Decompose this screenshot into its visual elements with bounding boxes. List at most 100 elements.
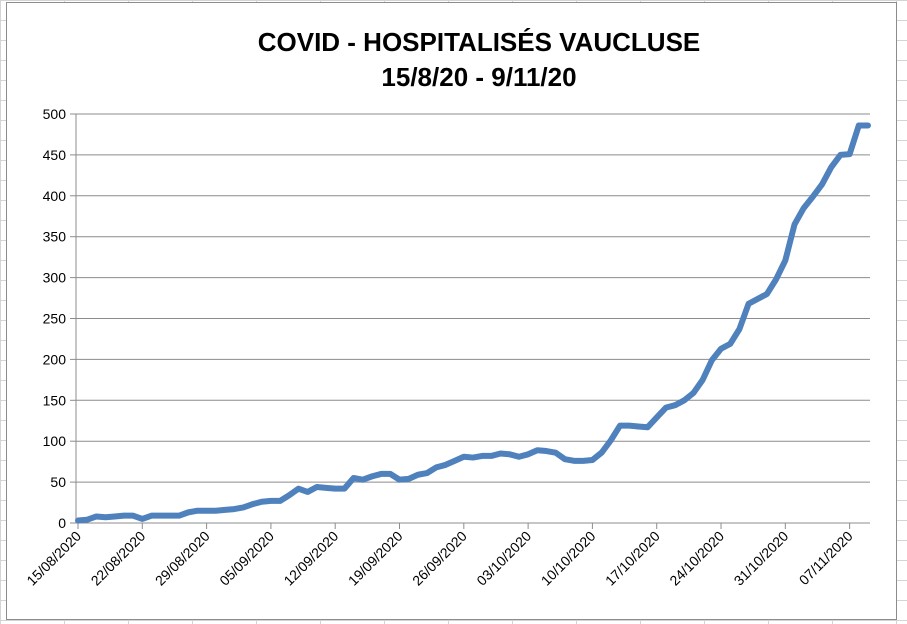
data-point bbox=[75, 518, 81, 524]
data-point bbox=[792, 221, 798, 227]
x-tick-label: 29/08/2020 bbox=[152, 528, 213, 589]
data-point bbox=[442, 462, 448, 468]
data-point bbox=[746, 301, 752, 307]
data-point bbox=[672, 402, 678, 408]
data-point bbox=[479, 453, 485, 459]
x-tick-label: 12/09/2020 bbox=[280, 528, 341, 589]
data-point bbox=[700, 377, 706, 383]
data-point bbox=[84, 517, 90, 523]
data-point bbox=[718, 346, 724, 352]
data-point bbox=[378, 471, 384, 477]
data-point bbox=[580, 458, 586, 464]
data-point bbox=[810, 194, 816, 200]
x-tick-label: 05/09/2020 bbox=[216, 528, 277, 589]
data-point bbox=[663, 405, 669, 411]
data-point bbox=[543, 448, 549, 454]
x-tick-label: 31/10/2020 bbox=[731, 528, 792, 589]
axes bbox=[75, 114, 870, 529]
data-point bbox=[406, 476, 412, 482]
data-point bbox=[121, 513, 127, 519]
y-tick-label: 100 bbox=[43, 433, 67, 449]
data-point bbox=[599, 450, 605, 456]
chart-title: COVID - HOSPITALISÉS VAUCLUSE bbox=[258, 27, 701, 57]
data-point bbox=[856, 122, 862, 128]
data-point bbox=[690, 390, 696, 396]
data-point bbox=[626, 423, 632, 429]
data-point bbox=[828, 164, 834, 170]
y-tick-label: 350 bbox=[43, 229, 67, 245]
plot-area[interactable] bbox=[75, 122, 871, 524]
data-point bbox=[194, 508, 200, 514]
data-point bbox=[681, 397, 687, 403]
data-point bbox=[865, 122, 871, 128]
data-point bbox=[387, 471, 393, 477]
data-point bbox=[103, 514, 109, 520]
data-point bbox=[305, 489, 311, 495]
y-tick-label: 0 bbox=[58, 515, 66, 531]
chart-subtitle: 15/8/20 - 9/11/20 bbox=[381, 62, 576, 92]
data-point bbox=[571, 458, 577, 464]
series-line-hospitalises[interactable] bbox=[75, 122, 871, 524]
data-point bbox=[167, 513, 173, 519]
data-point bbox=[369, 473, 375, 479]
data-point bbox=[608, 437, 614, 443]
y-gridlines bbox=[70, 113, 870, 524]
y-tick-label: 400 bbox=[43, 188, 67, 204]
data-point bbox=[562, 456, 568, 462]
data-point bbox=[553, 450, 559, 456]
x-tick-label: 15/08/2020 bbox=[23, 528, 84, 589]
data-point bbox=[277, 498, 283, 504]
data-point bbox=[654, 414, 660, 420]
data-point bbox=[139, 516, 145, 522]
data-point bbox=[801, 205, 807, 211]
data-point bbox=[727, 341, 733, 347]
data-point bbox=[93, 513, 99, 519]
data-point bbox=[534, 447, 540, 453]
data-point bbox=[589, 457, 595, 463]
data-point bbox=[645, 424, 651, 430]
data-point bbox=[213, 508, 219, 514]
y-tick-label: 200 bbox=[43, 351, 67, 367]
y-tick-label: 250 bbox=[43, 311, 67, 327]
data-point bbox=[516, 454, 522, 460]
x-tick-label: 24/10/2020 bbox=[666, 528, 727, 589]
data-point bbox=[286, 492, 292, 498]
data-point bbox=[635, 423, 641, 429]
data-point bbox=[112, 513, 118, 519]
data-point bbox=[782, 257, 788, 263]
data-point bbox=[736, 326, 742, 332]
data-point bbox=[176, 513, 182, 519]
data-point bbox=[360, 477, 366, 483]
data-point bbox=[837, 152, 843, 158]
data-point bbox=[158, 513, 164, 519]
x-tick-label: 19/09/2020 bbox=[345, 528, 406, 589]
data-point bbox=[488, 453, 494, 459]
x-tick-label: 07/11/2020 bbox=[796, 528, 856, 588]
data-point bbox=[507, 451, 513, 457]
y-tick-label: 500 bbox=[43, 106, 67, 122]
data-point bbox=[351, 475, 357, 481]
data-point bbox=[617, 423, 623, 429]
y-tick-label: 450 bbox=[43, 147, 67, 163]
data-point bbox=[148, 513, 154, 519]
x-tick-label: 17/10/2020 bbox=[602, 528, 663, 589]
data-point bbox=[415, 472, 421, 478]
x-tick-label: 03/10/2020 bbox=[473, 528, 534, 589]
x-tick-label: 22/08/2020 bbox=[88, 528, 149, 589]
data-point bbox=[397, 477, 403, 483]
y-tick-label: 150 bbox=[43, 392, 67, 408]
data-point bbox=[332, 486, 338, 492]
data-point bbox=[314, 484, 320, 490]
data-point bbox=[847, 151, 853, 157]
data-point bbox=[130, 513, 136, 519]
data-point bbox=[185, 509, 191, 515]
data-point bbox=[498, 450, 504, 456]
x-axis-tick-labels: 15/08/2020 22/08/2020 29/08/2020 05/09/2020… bbox=[23, 528, 856, 589]
data-point bbox=[461, 454, 467, 460]
data-point bbox=[452, 458, 458, 464]
data-point bbox=[240, 504, 246, 510]
data-point bbox=[323, 485, 329, 491]
data-point bbox=[424, 470, 430, 476]
data-point bbox=[341, 486, 347, 492]
